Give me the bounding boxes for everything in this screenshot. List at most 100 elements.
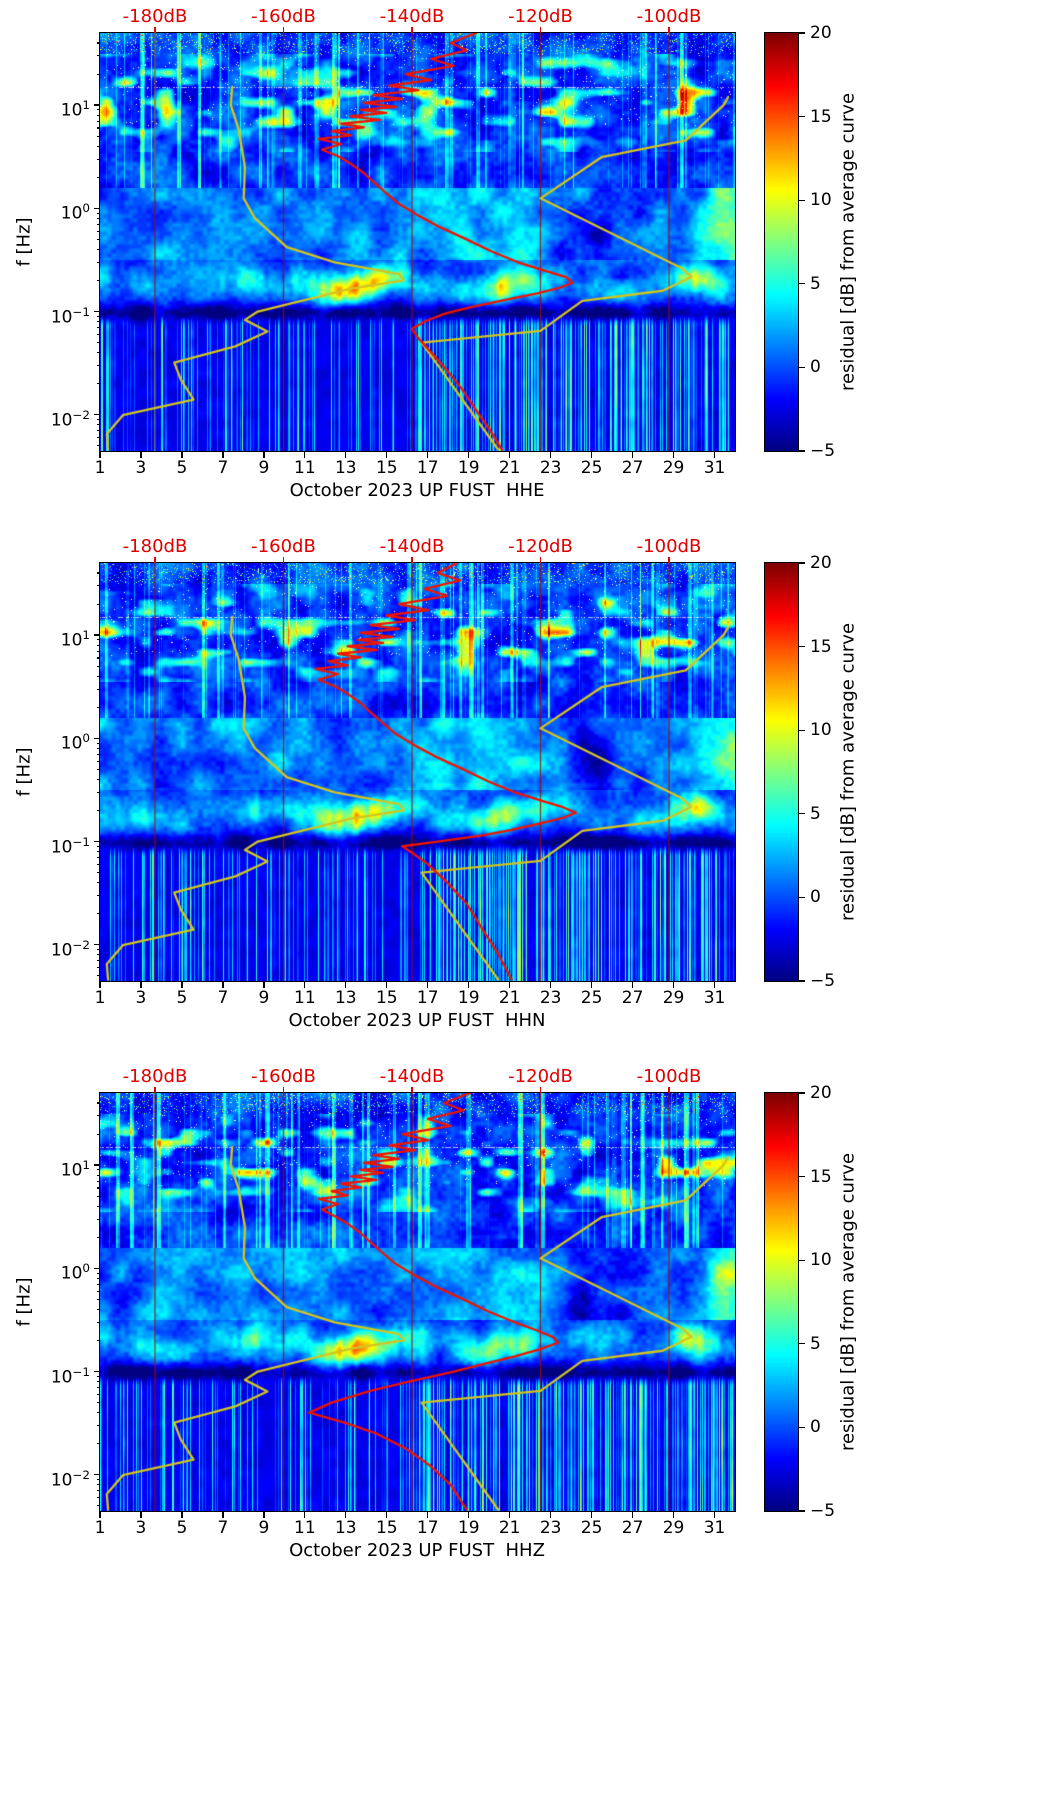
- x-axis-tick-label: 23: [539, 988, 562, 1008]
- top-axis-tick-label: -120dB: [508, 536, 573, 557]
- colorbar-tick-label: 20: [810, 1083, 832, 1103]
- colorbar-tick: [799, 1343, 805, 1345]
- x-axis-tick-label: 3: [135, 1518, 147, 1538]
- top-axis-tick-label: -160dB: [251, 6, 316, 27]
- y-axis-minor-tick: [96, 675, 100, 677]
- y-axis-minor-tick: [96, 1283, 100, 1285]
- x-axis-tick: [263, 982, 265, 988]
- colorbar-tick-label: 10: [810, 1250, 832, 1271]
- x-axis-tick: [263, 1512, 265, 1518]
- y-axis-minor-tick: [96, 760, 100, 762]
- colorbar-tick-label: −5: [810, 1501, 836, 1521]
- y-axis-tick-label: 101: [60, 98, 90, 121]
- colorbar: [764, 562, 799, 982]
- y-axis-minor-tick: [96, 778, 100, 780]
- y-axis-label: f [Hz]: [13, 747, 35, 797]
- y-axis-tick-label: 10−1: [50, 1364, 90, 1388]
- y-axis-tick-label: 101: [60, 1158, 90, 1181]
- colorbar-tick-label: 15: [810, 1166, 832, 1187]
- top-axis-tick: [282, 1087, 285, 1093]
- y-axis-minor-tick: [96, 158, 100, 160]
- x-axis-tick: [509, 1512, 511, 1518]
- x-axis-tick: [549, 1512, 552, 1518]
- spectrogram-heatmap: [100, 33, 735, 451]
- y-axis-minor-tick: [96, 1169, 100, 1171]
- y-axis-tick-label: 10−1: [50, 834, 90, 858]
- y-axis-minor-tick: [96, 1298, 100, 1300]
- x-axis-tick: [222, 1512, 224, 1518]
- top-axis-tick: [282, 557, 285, 563]
- y-axis-minor-tick: [96, 114, 100, 116]
- y-axis-minor-tick: [96, 639, 100, 641]
- y-axis-minor-tick: [96, 261, 100, 263]
- x-axis-tick: [386, 982, 388, 988]
- x-axis-tick: [549, 452, 552, 458]
- colorbar: [764, 32, 799, 452]
- y-axis-minor-tick: [96, 315, 100, 317]
- y-axis-tick: [93, 634, 100, 636]
- y-axis-minor-tick: [96, 1380, 100, 1383]
- x-axis-tick: [672, 452, 675, 458]
- x-axis-title: October 2023 UP FUST HHN: [288, 1010, 546, 1031]
- x-axis-tick: [140, 1512, 142, 1518]
- x-axis-tick-label: 1: [94, 988, 106, 1008]
- y-axis-minor-tick: [96, 603, 100, 605]
- y-axis-minor-tick: [96, 742, 100, 744]
- x-axis-tick: [304, 452, 306, 458]
- y-axis-tick: [93, 310, 100, 313]
- colorbar-tick: [799, 283, 805, 285]
- x-axis-tick: [263, 452, 265, 458]
- colorbar-tick-label: 0: [810, 357, 821, 378]
- y-axis-minor-tick: [96, 424, 100, 426]
- y-axis-minor-tick: [96, 665, 100, 667]
- x-axis-tick: [427, 1512, 429, 1518]
- x-axis-tick-label: 5: [176, 988, 188, 1008]
- y-axis-minor-tick: [96, 1205, 100, 1207]
- y-axis-minor-tick: [96, 364, 100, 367]
- y-axis-minor-tick: [96, 585, 100, 587]
- y-axis-minor-tick: [96, 1443, 100, 1445]
- x-axis-tick-label: 19: [457, 988, 480, 1008]
- x-axis-tick: [99, 982, 101, 988]
- colorbar-tick-label: 0: [810, 887, 821, 908]
- colorbar-tick-label: −5: [810, 971, 836, 991]
- top-axis-tick: [282, 27, 285, 33]
- y-axis-minor-tick: [96, 135, 100, 137]
- y-axis-minor-tick: [96, 383, 100, 385]
- y-axis-minor-tick: [96, 856, 100, 859]
- x-axis-tick: [590, 452, 593, 458]
- x-axis-title: October 2023 UP FUST HHE: [289, 480, 545, 501]
- x-axis-tick: [713, 982, 716, 988]
- top-axis-tick: [411, 1087, 413, 1093]
- x-axis-tick-label: 21: [498, 458, 521, 478]
- x-axis-tick-label: 13: [334, 458, 357, 478]
- x-axis-tick-label: 11: [294, 458, 316, 478]
- x-axis-tick-label: 23: [539, 458, 562, 478]
- y-axis-tick-label: 10−1: [50, 304, 90, 328]
- x-axis-tick: [468, 982, 470, 988]
- x-axis-tick: [468, 452, 470, 458]
- x-axis-tick: [549, 982, 552, 988]
- colorbar-tick: [799, 199, 805, 201]
- colorbar-tick: [799, 450, 805, 452]
- spectrogram-plot-area: [99, 32, 736, 452]
- colorbar-tick: [799, 896, 805, 899]
- x-axis-tick-label: 27: [621, 458, 644, 478]
- y-axis-tick: [93, 207, 100, 209]
- x-axis-tick-label: 21: [498, 1518, 521, 1538]
- x-axis-tick-label: 29: [662, 458, 685, 478]
- x-axis-tick: [427, 982, 429, 988]
- y-axis-minor-tick: [96, 1236, 100, 1238]
- top-axis-tick: [154, 1087, 156, 1093]
- panel-hhe: f [Hz] October 2023 UP FUST HHE residual…: [0, 0, 1052, 530]
- x-axis-tick-label: 17: [416, 458, 439, 478]
- colorbar-tick: [799, 1175, 805, 1178]
- x-axis-tick: [509, 982, 511, 988]
- y-axis-minor-tick: [96, 1375, 100, 1377]
- y-axis-tick-label: 101: [60, 628, 90, 651]
- x-axis-tick-label: 13: [334, 1518, 357, 1538]
- x-axis-tick-label: 13: [334, 988, 357, 1008]
- x-axis-tick: [386, 1512, 388, 1518]
- top-axis-tick: [411, 27, 413, 33]
- top-axis-tick-label: -100dB: [636, 1066, 702, 1087]
